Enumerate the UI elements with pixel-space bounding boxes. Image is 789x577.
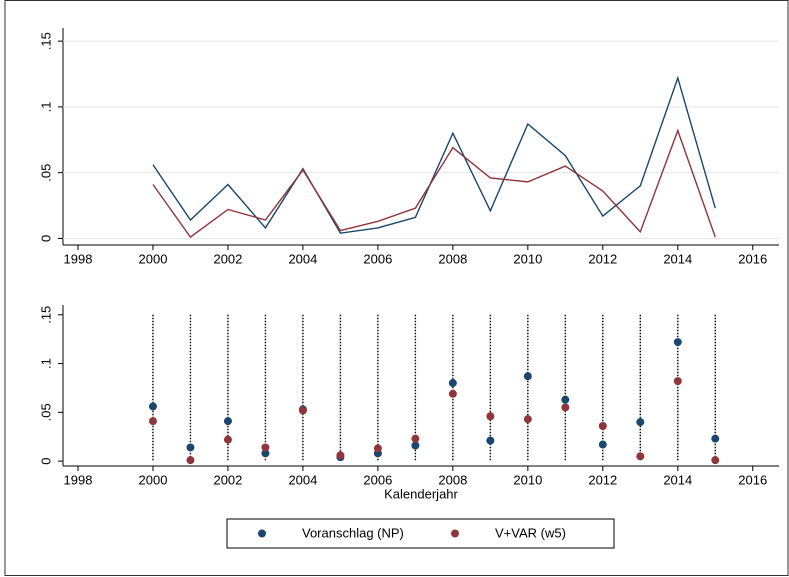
x-tick-label: 2016 <box>738 251 767 266</box>
point <box>711 434 720 443</box>
point <box>561 395 570 404</box>
x-tick-label: 2008 <box>438 472 467 487</box>
x-tick-label: 2012 <box>588 472 617 487</box>
y-tick-label: .1 <box>38 101 53 112</box>
x-tick-label: 2000 <box>139 472 168 487</box>
point <box>448 389 457 398</box>
series-line <box>152 75 716 234</box>
y-tick-label: .05 <box>38 164 53 182</box>
point <box>373 444 382 453</box>
x-tick-label: 2014 <box>663 251 692 266</box>
point <box>148 417 157 426</box>
x-tick-label: 1998 <box>64 251 93 266</box>
point <box>186 456 195 465</box>
x-tick-label: 2010 <box>513 472 542 487</box>
x-tick-label: 2004 <box>288 472 317 487</box>
legend-label: V+VAR (w5) <box>495 525 566 540</box>
point <box>298 406 307 415</box>
point <box>673 338 682 347</box>
point <box>411 441 420 450</box>
legend-marker <box>451 529 459 538</box>
point <box>523 415 532 424</box>
legend-marker <box>258 529 266 538</box>
series-line <box>152 128 716 239</box>
y-tick-label: 0 <box>38 235 53 242</box>
y-tick-label: .1 <box>38 358 53 369</box>
x-tick-label: 2004 <box>288 251 317 266</box>
point <box>598 440 607 449</box>
point <box>223 435 232 444</box>
y-tick-label: 0 <box>38 458 53 465</box>
x-tick-label: 2006 <box>363 472 392 487</box>
point <box>486 436 495 445</box>
point <box>411 434 420 443</box>
point <box>336 451 345 460</box>
frame <box>4 0 789 576</box>
point <box>561 403 570 412</box>
point <box>636 418 645 427</box>
point <box>711 456 720 465</box>
point <box>148 402 157 411</box>
y-tick-label: .05 <box>38 403 53 421</box>
point <box>673 377 682 386</box>
x-tick-label: 2006 <box>363 251 392 266</box>
point <box>636 452 645 461</box>
point <box>598 421 607 430</box>
x-tick-label: 2010 <box>513 251 542 266</box>
y-tick-label: .15 <box>38 306 53 324</box>
x-axis-title: Kalenderjahr <box>384 486 458 501</box>
x-tick-label: 1998 <box>64 472 93 487</box>
x-tick-label: 2012 <box>588 251 617 266</box>
x-tick-label: 2016 <box>738 472 767 487</box>
x-tick-label: 2002 <box>213 251 242 266</box>
x-tick-label: 2002 <box>213 472 242 487</box>
point <box>261 443 270 452</box>
x-tick-label: 2014 <box>663 472 692 487</box>
y-tick-label: .15 <box>38 32 53 50</box>
x-tick-label: 2008 <box>438 251 467 266</box>
point <box>448 379 457 388</box>
x-tick-label: 2000 <box>139 251 168 266</box>
point <box>523 372 532 381</box>
point <box>223 417 232 426</box>
legend-label: Voranschlag (NP) <box>302 525 404 540</box>
point <box>261 449 270 458</box>
point <box>486 412 495 421</box>
legend-box <box>226 518 615 549</box>
point <box>186 443 195 452</box>
